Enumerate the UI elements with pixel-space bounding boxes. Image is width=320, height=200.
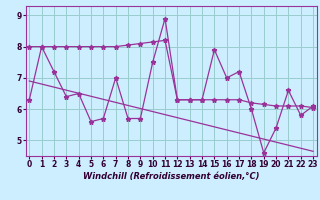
X-axis label: Windchill (Refroidissement éolien,°C): Windchill (Refroidissement éolien,°C) — [83, 172, 260, 181]
